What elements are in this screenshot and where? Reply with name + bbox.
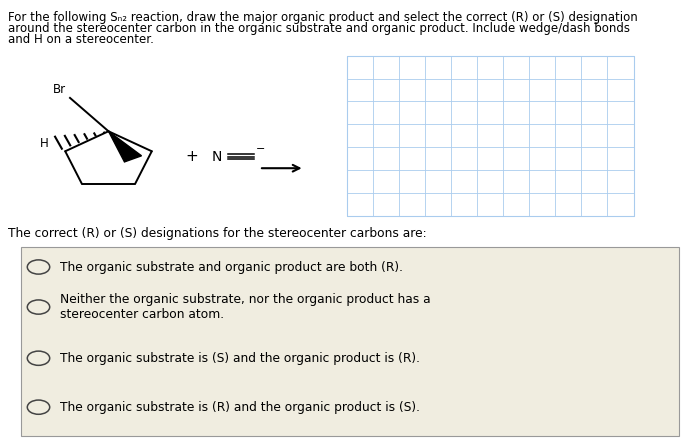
Text: Neither the organic substrate, nor the organic product has a
stereocenter carbon: Neither the organic substrate, nor the o… bbox=[60, 293, 430, 321]
Text: +: + bbox=[186, 149, 198, 164]
Text: The organic substrate is (S) and the organic product is (R).: The organic substrate is (S) and the org… bbox=[60, 352, 419, 365]
Text: The organic substrate and organic product are both (R).: The organic substrate and organic produc… bbox=[60, 260, 402, 274]
Text: Br: Br bbox=[53, 83, 66, 96]
Text: −: − bbox=[256, 144, 265, 154]
Text: N: N bbox=[212, 150, 223, 164]
Text: The organic substrate is (R) and the organic product is (S).: The organic substrate is (R) and the org… bbox=[60, 400, 419, 414]
Text: The correct (R) or (S) designations for the stereocenter carbons are:: The correct (R) or (S) designations for … bbox=[8, 227, 427, 240]
Polygon shape bbox=[108, 131, 141, 162]
Text: H: H bbox=[40, 137, 48, 150]
Text: For the following Sₙ₂ reaction, draw the major organic product and select the co: For the following Sₙ₂ reaction, draw the… bbox=[8, 11, 638, 24]
Text: around the stereocenter carbon in the organic substrate and organic product. Inc: around the stereocenter carbon in the or… bbox=[8, 22, 631, 35]
Bar bbox=[21, 247, 679, 436]
Bar bbox=[346, 56, 634, 216]
Text: and H on a stereocenter.: and H on a stereocenter. bbox=[8, 33, 154, 46]
